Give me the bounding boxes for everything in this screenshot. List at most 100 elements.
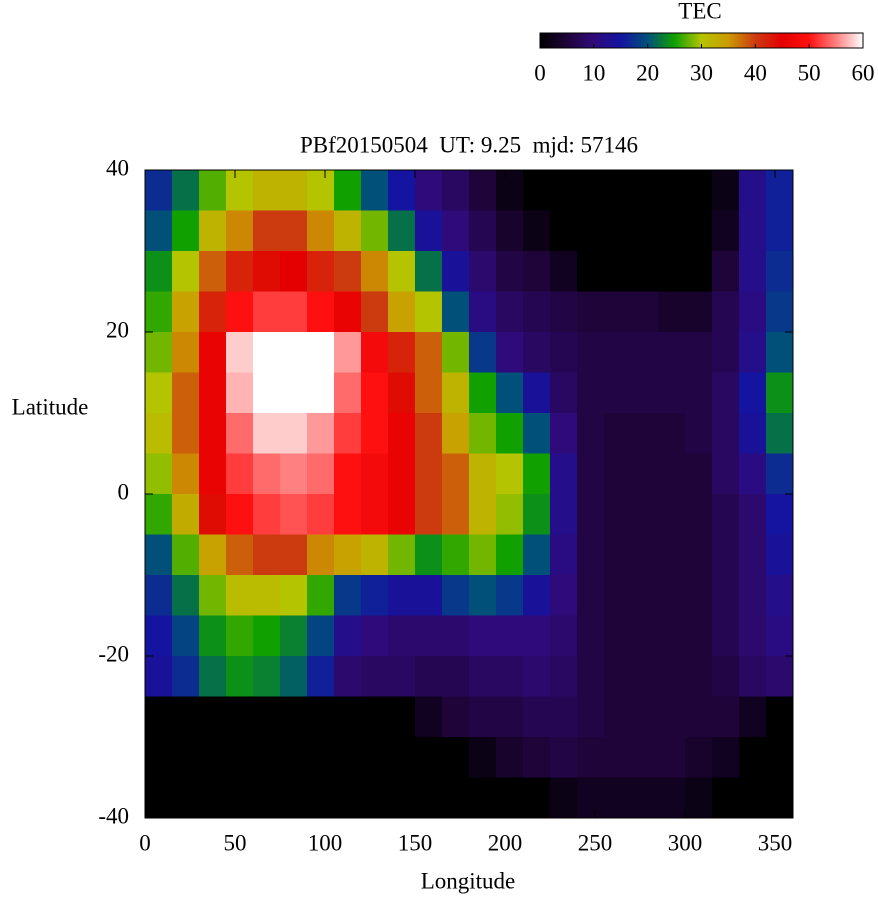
heatmap-cell	[307, 656, 335, 697]
heatmap-cell	[388, 453, 416, 495]
heatmap-cell	[253, 656, 281, 697]
heatmap-cell	[172, 413, 200, 454]
heatmap-cell	[604, 615, 632, 657]
heatmap-cell	[577, 291, 605, 333]
heatmap-cell	[496, 291, 524, 333]
heatmap-cell	[199, 372, 227, 414]
heatmap-cell	[388, 656, 416, 697]
x-tick-label: 150	[398, 830, 433, 855]
heatmap-cell	[766, 656, 794, 697]
heatmap-cell	[550, 737, 578, 778]
heatmap-cell	[523, 656, 551, 697]
heatmap-cell	[496, 251, 524, 292]
heatmap-cell	[550, 332, 578, 373]
heatmap-cell	[415, 575, 443, 616]
x-tick-label: 200	[488, 830, 523, 855]
heatmap-cell	[199, 210, 227, 252]
heatmap-cell	[388, 494, 416, 535]
heatmap-cell	[604, 291, 632, 333]
heatmap-cell	[199, 332, 227, 373]
heatmap-cell	[739, 615, 767, 657]
heatmap-cell	[496, 777, 524, 819]
heatmap-cell	[523, 737, 551, 778]
heatmap-cell	[361, 737, 389, 778]
heatmap-cell	[361, 615, 389, 657]
heatmap-cell	[361, 777, 389, 819]
heatmap-cell	[415, 494, 443, 535]
heatmap-cell	[199, 251, 227, 292]
heatmap-cell	[361, 656, 389, 697]
heatmap-cell	[307, 372, 335, 414]
heatmap-cell	[469, 737, 497, 778]
heatmap-cell	[577, 332, 605, 373]
heatmap-cell	[307, 210, 335, 252]
heatmap-cell	[658, 170, 686, 211]
heatmap-cell	[280, 777, 308, 819]
heatmap-cell	[496, 413, 524, 454]
heatmap-cell	[361, 210, 389, 252]
heatmap-cell	[442, 615, 470, 657]
heatmap-cell	[631, 534, 659, 576]
heatmap-cell	[226, 656, 254, 697]
heatmap-cell	[712, 656, 740, 697]
heatmap-cell	[550, 413, 578, 454]
heatmap-cell	[415, 372, 443, 414]
y-axis-label: Latitude	[12, 394, 89, 419]
heatmap-cell	[253, 737, 281, 778]
heatmap-cell	[604, 656, 632, 697]
heatmap-cell	[280, 575, 308, 616]
heatmap-cell	[604, 696, 632, 738]
heatmap-cell	[361, 453, 389, 495]
heatmap-cell	[739, 413, 767, 454]
heatmap-cell	[685, 575, 713, 616]
heatmap-cell	[766, 210, 794, 252]
heatmap-cell	[442, 170, 470, 211]
heatmap-cell	[199, 656, 227, 697]
colorbar-tick-label: 0	[534, 60, 546, 85]
heatmap-cell	[388, 777, 416, 819]
heatmap-cell	[280, 737, 308, 778]
heatmap-cell	[334, 534, 362, 576]
heatmap-cell	[712, 372, 740, 414]
heatmap-cell	[685, 494, 713, 535]
heatmap-cell	[280, 615, 308, 657]
heatmap-cell	[496, 575, 524, 616]
heatmap-cell	[307, 251, 335, 292]
heatmap-cell	[685, 210, 713, 252]
heatmap-cell	[604, 372, 632, 414]
heatmap-cell	[415, 210, 443, 252]
heatmap-cell	[496, 696, 524, 738]
heatmap-cell	[604, 332, 632, 373]
colorbar-tick-label: 50	[798, 60, 821, 85]
heatmap-cell	[739, 170, 767, 211]
heatmap-cell	[577, 534, 605, 576]
heatmap-cell	[712, 777, 740, 819]
heatmap-cell	[685, 332, 713, 373]
heatmap-cell	[388, 737, 416, 778]
heatmap-cell	[442, 777, 470, 819]
heatmap-cell	[523, 170, 551, 211]
heatmap-cell	[685, 656, 713, 697]
heatmap-cell	[199, 696, 227, 738]
heatmap-cell	[361, 291, 389, 333]
heatmap-cell	[523, 777, 551, 819]
heatmap-cell	[280, 332, 308, 373]
x-axis-label: Longitude	[421, 868, 516, 893]
heatmap-cell	[415, 291, 443, 333]
y-tick-label: 0	[118, 479, 130, 504]
heatmap-cell	[388, 210, 416, 252]
heatmap-cell	[469, 656, 497, 697]
heatmap-cell	[226, 251, 254, 292]
heatmap-cell	[631, 170, 659, 211]
heatmap-cell	[307, 777, 335, 819]
heatmap-cell	[442, 210, 470, 252]
heatmap-cell	[496, 170, 524, 211]
heatmap-cell	[550, 656, 578, 697]
colorbar-tick-label: 10	[582, 60, 605, 85]
heatmap-cell	[199, 615, 227, 657]
x-tick-label: 350	[758, 830, 793, 855]
heatmap-cell	[685, 696, 713, 738]
heatmap-cell	[712, 615, 740, 657]
heatmap-cell	[685, 777, 713, 819]
heatmap-cell	[253, 615, 281, 657]
